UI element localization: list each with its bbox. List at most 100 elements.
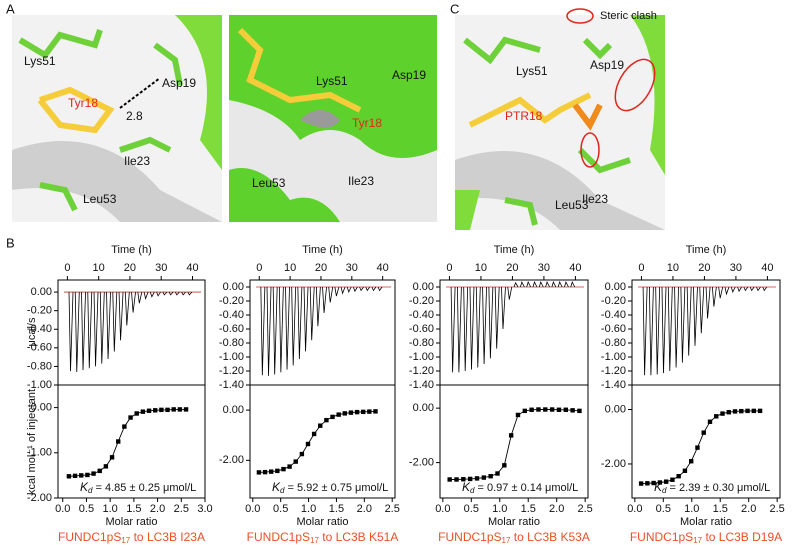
data-point xyxy=(348,410,354,415)
data-point xyxy=(72,473,78,479)
caption-subscript: 17 xyxy=(693,536,702,545)
injection-peak xyxy=(137,291,143,304)
x-tick-label: 0.0 xyxy=(435,503,450,515)
injection-peak xyxy=(711,286,717,307)
x-tick-label: 0.0 xyxy=(55,503,70,515)
data-point xyxy=(474,476,480,481)
data-point xyxy=(732,409,738,414)
fit-line xyxy=(641,410,761,485)
data-point xyxy=(79,473,84,478)
data-point xyxy=(159,407,164,413)
x-tick-label: 10 xyxy=(284,262,296,274)
data-point xyxy=(311,431,317,437)
kd-symbol: K xyxy=(272,480,281,494)
x-axis-label: Time (h) xyxy=(686,244,727,256)
y-tick-label: 0.00 xyxy=(413,402,434,414)
injection-peak xyxy=(334,286,340,297)
data-point xyxy=(281,466,286,472)
injection-peak xyxy=(724,286,730,296)
x-tick-label: 2.0 xyxy=(357,503,372,515)
x-tick-label: 1.0 xyxy=(492,503,507,515)
injection-peak xyxy=(538,281,544,288)
data-point xyxy=(128,415,133,420)
data-point xyxy=(318,423,323,428)
injection-peak xyxy=(174,291,180,296)
injection-peak xyxy=(162,291,168,296)
panel-caption: FUNDC1pS17 to LC3B D19A xyxy=(630,530,782,545)
injection-peak xyxy=(346,286,352,293)
x-tick-label: 1.5 xyxy=(126,503,141,515)
data-point xyxy=(720,411,725,416)
injection-peak xyxy=(545,281,550,288)
caption-suffix: to LC3B K51A xyxy=(319,530,398,544)
caption-subscript: 17 xyxy=(310,536,319,545)
injection-peak xyxy=(642,286,648,376)
data-point xyxy=(447,477,452,482)
kd-subscript: d xyxy=(280,486,285,495)
caption-suffix: to LC3B I23A xyxy=(130,530,205,544)
x-tick-label: 40 xyxy=(377,262,389,274)
y-tick-label: 0.00 xyxy=(413,281,434,293)
data-point xyxy=(577,408,582,414)
x-axis-label: Time (h) xyxy=(111,244,152,256)
data-point xyxy=(757,408,763,414)
x-tick-label: 0.5 xyxy=(79,503,94,515)
injection-peak xyxy=(564,281,569,288)
residue-label: Lys51 xyxy=(24,54,56,68)
kd-symbol: K xyxy=(654,480,663,494)
injection-peak xyxy=(365,286,371,292)
residue-label: Tyr18 xyxy=(352,116,382,130)
y-axis-label: μcal/s xyxy=(26,317,38,346)
x-tick-label: 1.0 xyxy=(301,503,316,515)
injection-peak xyxy=(513,281,519,288)
panel-caption: FUNDC1pS17 to LC3B K51A xyxy=(247,530,399,545)
data-point xyxy=(373,409,378,414)
data-point xyxy=(515,412,521,418)
data-point xyxy=(354,409,360,415)
kd-value: = 2.39 ± 0.30 μmol/L xyxy=(666,482,770,494)
data-point xyxy=(122,424,127,429)
injection-peak xyxy=(118,292,124,341)
injection-peak xyxy=(309,286,315,341)
injection-peak xyxy=(693,286,698,346)
y-tick-label: 0.00 xyxy=(31,402,52,414)
injection-peak xyxy=(124,292,130,326)
x-tick-label: 0.0 xyxy=(245,503,260,515)
caption-suffix: to LC3B K53A xyxy=(510,530,589,544)
plot-frame xyxy=(57,384,206,499)
panel-label: C xyxy=(450,1,459,16)
injection-peak xyxy=(266,286,272,376)
data-point xyxy=(657,480,663,485)
x-tick-label: 40 xyxy=(761,262,773,274)
surface-image: Lys51 Asp19 Tyr18 Ile23 Leu53 xyxy=(229,15,437,222)
data-point xyxy=(454,477,459,482)
caption-subscript: 17 xyxy=(502,536,511,545)
plot-frame xyxy=(631,279,781,386)
x-axis-label: Molar ratio xyxy=(106,516,158,528)
injection-peak xyxy=(705,286,711,319)
data-point xyxy=(638,481,644,486)
fit-line xyxy=(258,410,376,473)
kd-value: = 0.97 ± 0.14 μmol/L xyxy=(474,482,578,494)
residue-label: Lys51 xyxy=(516,64,548,78)
data-point xyxy=(570,408,575,413)
data-point xyxy=(529,407,534,412)
kd-subscript: d xyxy=(662,486,667,495)
y-tick-label: -0.80 xyxy=(409,337,434,349)
injection-peak xyxy=(291,286,297,366)
x-axis-label: Molar ratio xyxy=(680,516,732,528)
kd-annotation: Kd = 2.39 ± 0.30 μmol/L xyxy=(654,480,770,495)
x-tick-label: 30 xyxy=(538,262,550,274)
data-point xyxy=(549,407,555,412)
x-tick-label: 20 xyxy=(698,262,710,274)
data-point xyxy=(488,474,493,479)
residue-label: Lys51 xyxy=(316,74,348,88)
data-point xyxy=(461,477,466,482)
injection-peak xyxy=(81,292,86,371)
data-point xyxy=(467,476,473,482)
x-tick-label: 1.5 xyxy=(521,503,536,515)
data-point xyxy=(305,441,311,447)
data-point xyxy=(116,439,121,444)
fit-line xyxy=(449,409,580,480)
